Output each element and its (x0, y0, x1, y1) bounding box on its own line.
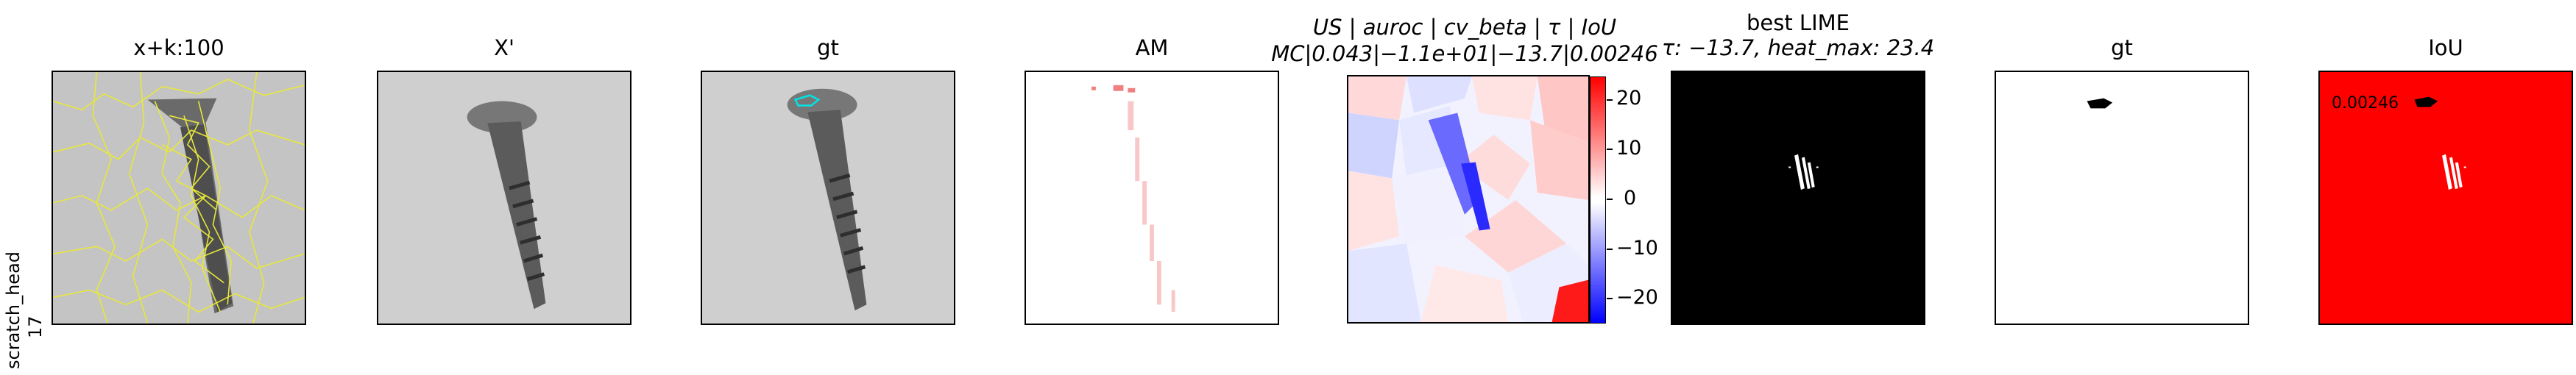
gt-mask (1996, 72, 2248, 324)
colorbar-tick-label: 10 (1616, 137, 1642, 160)
colorbar-tick (1607, 298, 1613, 299)
row-label-index: 17 (25, 315, 46, 338)
colorbar-tick (1607, 199, 1613, 200)
gt-contour (793, 94, 821, 107)
panel-title-am: AM (1135, 35, 1169, 60)
colorbar-tick (1607, 99, 1613, 101)
panel-gt-mask (1995, 71, 2249, 325)
panel-title-gt2: gt (2111, 35, 2133, 60)
panel-lime-mask (1671, 71, 1925, 325)
superpixel-overlay (53, 72, 305, 324)
panel-xprime-image (377, 71, 631, 325)
screw-image (378, 72, 630, 324)
panel-title-xprime: X' (494, 35, 514, 60)
panel-title-lime-line1: best LIME (1746, 10, 1850, 35)
colorbar-tick-label: 0 (1624, 187, 1637, 210)
panel-title-us-line1: US | auroc | cv_beta | τ | IoU (1312, 15, 1617, 40)
panel-title-us-line2: MC|0.043|−1.1e+01|−13.7|0.00246 (1271, 41, 1658, 66)
colorbar-tick-label: −10 (1616, 237, 1658, 260)
row-label: scratch_head 17 (0, 199, 46, 375)
colorbar-tick-label: 20 (1616, 87, 1642, 110)
panel-gt-image (701, 71, 955, 325)
iou-map (2320, 72, 2572, 324)
colorbar-tick-label: −20 (1616, 286, 1658, 309)
panel-title-gt: gt (817, 35, 839, 60)
lime-mask (1672, 72, 1924, 324)
row-label-class: scratch_head (3, 251, 24, 369)
panel-am-map (1025, 71, 1279, 325)
panel-title-iou: IoU (2428, 35, 2463, 60)
panel-xk-image (52, 71, 306, 325)
colorbar-tick (1607, 149, 1613, 150)
panel-title-lime-line2: τ: −13.7, heat_max: 23.4 (1661, 35, 1935, 60)
panel-us-heatmap (1347, 75, 1590, 324)
iou-value-label: 0.00246 (2332, 94, 2399, 113)
colorbar (1590, 76, 1606, 324)
panel-title-xk: x+k:100 (133, 35, 224, 60)
attention-map (1026, 72, 1278, 324)
panel-iou-map (2318, 71, 2573, 325)
colorbar-tick (1607, 249, 1613, 250)
screw-image-gt (702, 72, 954, 324)
us-heatmap (1348, 76, 1588, 322)
